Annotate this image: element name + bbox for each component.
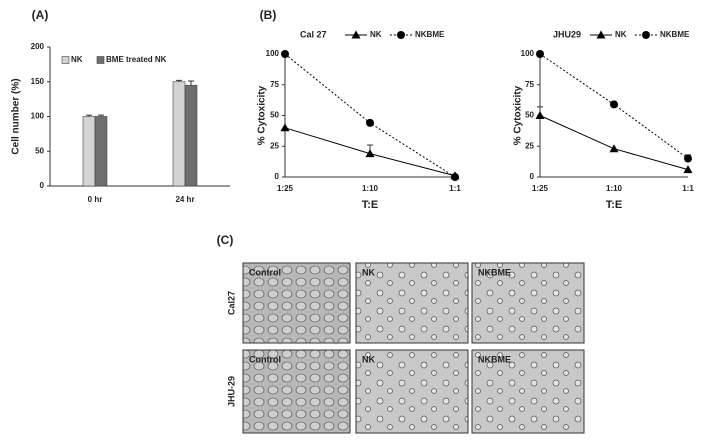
- y-tick-label: 50: [270, 111, 279, 120]
- micrograph: [355, 262, 469, 344]
- legend-label: NK: [71, 55, 83, 64]
- chart-title: JHU29: [553, 29, 581, 39]
- image-label: NK: [362, 267, 375, 277]
- panel-label: (C): [217, 233, 234, 247]
- y-tick-label: 0: [40, 181, 45, 190]
- row-label: Cal27: [226, 291, 236, 315]
- y-tick-label: 0: [530, 172, 535, 181]
- marker: [366, 118, 374, 127]
- x-tick-label: 1:25: [277, 184, 294, 193]
- micrograph: [471, 349, 585, 434]
- y-tick-label: 75: [270, 80, 279, 89]
- chart-title: Cal 27: [300, 29, 327, 39]
- marker: [683, 165, 693, 174]
- marker: [684, 154, 692, 163]
- micrograph: [242, 349, 351, 434]
- x-tick-label: 1:25: [532, 184, 549, 193]
- series-line: [284, 53, 456, 178]
- y-axis-label: Cell number (%): [11, 78, 22, 154]
- legend-label: NK: [615, 30, 627, 39]
- marker: [536, 50, 544, 58]
- marker: [609, 144, 619, 153]
- bar: [94, 116, 108, 187]
- legend-label: BME treated NK: [106, 55, 167, 64]
- marker: [610, 100, 618, 109]
- x-axis-label: T:E: [606, 199, 623, 211]
- legend-marker: [397, 31, 405, 39]
- marker: [365, 149, 375, 158]
- legend-label: NKBME: [660, 30, 690, 39]
- y-axis-label: % Cytoxicity: [513, 85, 524, 145]
- y-tick-label: 25: [270, 141, 279, 150]
- legend-swatch: [61, 56, 70, 64]
- panel-label: (B): [260, 8, 277, 22]
- micrograph: [471, 262, 585, 344]
- bar: [172, 81, 186, 187]
- x-tick-label: 1:1: [449, 184, 461, 193]
- error-bar: [86, 114, 92, 117]
- image-label: Control: [249, 354, 281, 364]
- y-tick-label: 25: [525, 141, 534, 150]
- y-axis-label: % Cytoxicity: [257, 85, 268, 145]
- marker: [280, 123, 290, 132]
- y-tick-label: 100: [521, 49, 535, 58]
- y-tick-label: 100: [31, 112, 45, 121]
- legend-marker: [596, 30, 606, 39]
- legend-marker: [351, 30, 361, 39]
- x-tick-label: 0 hr: [88, 195, 103, 204]
- y-tick-label: 75: [525, 80, 534, 89]
- panel-label: (A): [32, 8, 49, 22]
- y-tick-label: 0: [275, 172, 280, 181]
- x-axis-label: T:E: [362, 199, 379, 211]
- x-tick-label: 24 hr: [175, 195, 194, 204]
- y-tick-label: 150: [31, 77, 45, 86]
- error-bar: [188, 80, 194, 86]
- x-tick-label: 1:1: [682, 184, 694, 193]
- y-tick-label: 100: [266, 49, 280, 58]
- bar: [184, 84, 198, 187]
- micrograph: [242, 262, 351, 344]
- marker: [451, 173, 459, 181]
- x-tick-label: 1:10: [606, 184, 623, 193]
- bar: [82, 116, 96, 187]
- image-label: Control: [249, 267, 281, 277]
- error-bar: [98, 114, 104, 117]
- x-tick-label: 1:10: [362, 184, 379, 193]
- marker: [281, 50, 289, 58]
- image-label: NKBME: [478, 354, 511, 364]
- legend-swatch: [96, 56, 105, 64]
- y-tick-label: 200: [31, 42, 45, 51]
- y-tick-label: 50: [35, 146, 44, 155]
- error-bar: [176, 79, 182, 82]
- micrograph: [355, 349, 469, 434]
- image-label: NK: [362, 354, 375, 364]
- image-label: NKBME: [478, 267, 511, 277]
- marker: [535, 111, 545, 119]
- row-label: JHU-29: [226, 376, 236, 407]
- legend-label: NK: [370, 30, 382, 39]
- legend-marker: [642, 31, 650, 39]
- y-tick-label: 50: [525, 111, 534, 120]
- legend-label: NKBME: [415, 30, 445, 39]
